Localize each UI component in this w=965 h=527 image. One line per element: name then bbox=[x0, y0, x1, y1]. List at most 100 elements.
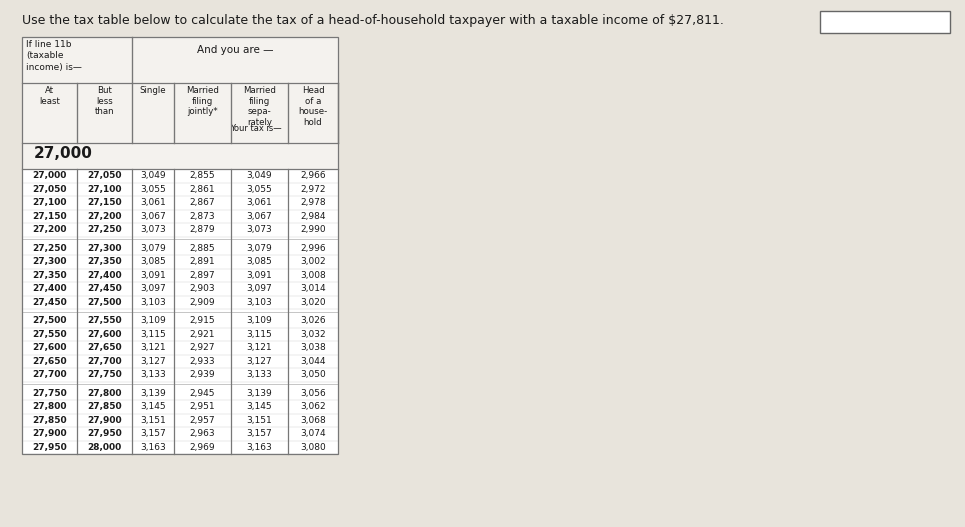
Text: If line 11b
(taxable
income) is—: If line 11b (taxable income) is— bbox=[26, 40, 82, 72]
Text: 3,103: 3,103 bbox=[140, 298, 166, 307]
Text: 27,750: 27,750 bbox=[87, 370, 122, 379]
Text: 27,700: 27,700 bbox=[32, 370, 67, 379]
Text: 27,350: 27,350 bbox=[87, 257, 122, 266]
Text: 3,038: 3,038 bbox=[300, 343, 326, 352]
Text: 3,079: 3,079 bbox=[247, 244, 272, 253]
Text: 2,855: 2,855 bbox=[190, 171, 215, 180]
Text: 2,927: 2,927 bbox=[190, 343, 215, 352]
Text: 28,000: 28,000 bbox=[88, 443, 122, 452]
Text: 27,900: 27,900 bbox=[32, 430, 67, 438]
Text: 3,008: 3,008 bbox=[300, 271, 326, 280]
Text: 2,909: 2,909 bbox=[190, 298, 215, 307]
Text: 27,550: 27,550 bbox=[32, 330, 67, 339]
Text: 2,915: 2,915 bbox=[190, 316, 215, 325]
Text: 3,091: 3,091 bbox=[247, 271, 272, 280]
Text: 3,061: 3,061 bbox=[247, 198, 272, 207]
Text: 2,903: 2,903 bbox=[190, 284, 215, 293]
Text: 3,061: 3,061 bbox=[140, 198, 166, 207]
Text: Married
filing
jointly*: Married filing jointly* bbox=[186, 86, 219, 116]
Text: 27,250: 27,250 bbox=[87, 225, 122, 234]
Text: 3,073: 3,073 bbox=[140, 225, 166, 234]
Text: 3,068: 3,068 bbox=[300, 416, 326, 425]
Text: 27,200: 27,200 bbox=[87, 212, 122, 221]
Text: 2,891: 2,891 bbox=[190, 257, 215, 266]
Text: 2,933: 2,933 bbox=[190, 357, 215, 366]
Text: 2,945: 2,945 bbox=[190, 389, 215, 398]
Text: 3,032: 3,032 bbox=[300, 330, 326, 339]
Text: 3,127: 3,127 bbox=[140, 357, 166, 366]
Text: 2,978: 2,978 bbox=[300, 198, 326, 207]
Text: And you are —: And you are — bbox=[197, 45, 273, 55]
Text: 3,074: 3,074 bbox=[300, 430, 326, 438]
Bar bbox=[22, 169, 338, 454]
Text: 3,157: 3,157 bbox=[140, 430, 166, 438]
Text: 2,990: 2,990 bbox=[300, 225, 326, 234]
Text: 2,873: 2,873 bbox=[190, 212, 215, 221]
Text: 2,972: 2,972 bbox=[300, 185, 326, 194]
Text: 3,139: 3,139 bbox=[247, 389, 272, 398]
Text: 3,115: 3,115 bbox=[247, 330, 272, 339]
Text: 27,800: 27,800 bbox=[87, 389, 122, 398]
Text: 27,000: 27,000 bbox=[32, 171, 67, 180]
Text: 2,984: 2,984 bbox=[300, 212, 326, 221]
Text: 3,020: 3,020 bbox=[300, 298, 326, 307]
Text: 3,055: 3,055 bbox=[140, 185, 166, 194]
Text: 3,145: 3,145 bbox=[140, 402, 166, 411]
Text: 3,133: 3,133 bbox=[247, 370, 272, 379]
Text: 27,700: 27,700 bbox=[87, 357, 122, 366]
Text: 2,885: 2,885 bbox=[190, 244, 215, 253]
Text: 3,097: 3,097 bbox=[247, 284, 272, 293]
Text: 3,157: 3,157 bbox=[247, 430, 272, 438]
Text: 27,000: 27,000 bbox=[34, 146, 93, 161]
Text: 27,900: 27,900 bbox=[87, 416, 122, 425]
Text: 27,300: 27,300 bbox=[32, 257, 67, 266]
Text: 3,079: 3,079 bbox=[140, 244, 166, 253]
Text: 27,600: 27,600 bbox=[32, 343, 67, 352]
Text: 27,400: 27,400 bbox=[32, 284, 67, 293]
Text: 3,103: 3,103 bbox=[247, 298, 272, 307]
Text: Married
filing
sepa-
rately: Married filing sepa- rately bbox=[243, 86, 276, 127]
Text: But
less
than: But less than bbox=[95, 86, 114, 116]
Text: 27,100: 27,100 bbox=[87, 185, 122, 194]
Text: 3,127: 3,127 bbox=[247, 357, 272, 366]
Text: 2,963: 2,963 bbox=[190, 430, 215, 438]
Text: 27,850: 27,850 bbox=[32, 416, 67, 425]
Text: 3,115: 3,115 bbox=[140, 330, 166, 339]
Text: 27,500: 27,500 bbox=[87, 298, 122, 307]
Text: 2,861: 2,861 bbox=[190, 185, 215, 194]
Text: 2,879: 2,879 bbox=[190, 225, 215, 234]
Text: 3,067: 3,067 bbox=[140, 212, 166, 221]
Text: 3,056: 3,056 bbox=[300, 389, 326, 398]
Text: Head
of a
house-
hold: Head of a house- hold bbox=[298, 86, 328, 127]
Text: 3,026: 3,026 bbox=[300, 316, 326, 325]
Text: 3,163: 3,163 bbox=[247, 443, 272, 452]
Text: 2,957: 2,957 bbox=[190, 416, 215, 425]
Text: 3,073: 3,073 bbox=[247, 225, 272, 234]
Bar bbox=[22, 83, 338, 143]
Bar bbox=[820, 11, 950, 33]
Bar bbox=[22, 37, 338, 83]
Text: 27,550: 27,550 bbox=[87, 316, 122, 325]
Text: 3,049: 3,049 bbox=[247, 171, 272, 180]
Bar bbox=[22, 37, 338, 454]
Text: 2,996: 2,996 bbox=[300, 244, 326, 253]
Text: 27,450: 27,450 bbox=[32, 298, 67, 307]
Text: 27,150: 27,150 bbox=[87, 198, 122, 207]
Text: 3,133: 3,133 bbox=[140, 370, 166, 379]
Text: 27,250: 27,250 bbox=[32, 244, 67, 253]
Text: 27,400: 27,400 bbox=[87, 271, 122, 280]
Text: 3,109: 3,109 bbox=[247, 316, 272, 325]
Text: 27,850: 27,850 bbox=[87, 402, 122, 411]
Text: 3,067: 3,067 bbox=[247, 212, 272, 221]
Text: Your tax is—: Your tax is— bbox=[231, 124, 282, 133]
Text: Use the tax table below to calculate the tax of a head-of-household taxpayer wit: Use the tax table below to calculate the… bbox=[22, 14, 724, 27]
Text: 27,200: 27,200 bbox=[32, 225, 67, 234]
Text: 2,966: 2,966 bbox=[300, 171, 326, 180]
Text: 27,050: 27,050 bbox=[32, 185, 67, 194]
Text: 3,085: 3,085 bbox=[247, 257, 272, 266]
Text: 3,085: 3,085 bbox=[140, 257, 166, 266]
Text: 27,500: 27,500 bbox=[32, 316, 67, 325]
Text: 3,050: 3,050 bbox=[300, 370, 326, 379]
Text: 2,939: 2,939 bbox=[190, 370, 215, 379]
Text: At
least: At least bbox=[39, 86, 60, 106]
